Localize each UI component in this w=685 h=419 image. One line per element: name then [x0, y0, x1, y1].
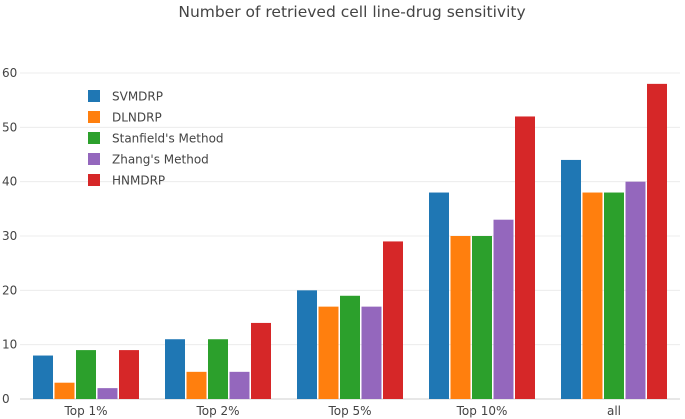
bar	[604, 192, 624, 399]
bar	[33, 355, 53, 399]
y-tick-label: 50	[2, 120, 17, 134]
bar	[297, 290, 317, 399]
y-tick-label: 60	[2, 66, 17, 80]
bar	[186, 371, 207, 399]
bar	[383, 241, 403, 399]
bar	[251, 322, 271, 399]
bar	[318, 306, 339, 399]
legend-swatch	[88, 111, 100, 123]
bar	[647, 83, 667, 399]
bar	[472, 236, 492, 399]
legend-swatch	[88, 90, 100, 102]
y-tick-label: 20	[2, 283, 17, 297]
bar	[561, 159, 581, 399]
bar	[97, 388, 118, 399]
bar	[229, 371, 250, 399]
legend-label: Stanfield's Method	[112, 132, 224, 146]
chart-title: Number of retrieved cell line-drug sensi…	[178, 3, 525, 21]
y-tick-label: 0	[2, 392, 10, 406]
legend-swatch	[88, 132, 100, 144]
bar	[493, 219, 514, 399]
bar	[515, 116, 535, 399]
x-axis: Top 1% Top 2% Top 5% Top 10% all	[63, 404, 621, 418]
y-tick-label: 40	[2, 175, 17, 189]
bar	[429, 192, 449, 399]
bar	[76, 350, 96, 399]
y-tick-label: 10	[2, 338, 17, 352]
bar	[165, 339, 185, 399]
bar	[54, 382, 75, 399]
bar	[208, 339, 228, 399]
legend-label: SVMDRP	[112, 90, 163, 104]
bar	[582, 192, 603, 399]
bar	[119, 350, 139, 399]
legend-label: HNMDRP	[112, 174, 165, 188]
y-tick-label: 30	[2, 229, 17, 243]
x-tick-label: Top 10%	[456, 404, 508, 418]
bars	[33, 83, 667, 399]
bar	[361, 306, 382, 399]
bar	[340, 295, 360, 399]
legend-label: Zhang's Method	[112, 153, 209, 167]
bar	[625, 181, 646, 399]
grid-lines	[20, 72, 680, 400]
legend-swatch	[88, 153, 100, 165]
legend-swatch	[88, 174, 100, 186]
x-tick-label: all	[607, 404, 621, 418]
x-tick-label: Top 5%	[327, 404, 371, 418]
legend-label: DLNDRP	[112, 111, 162, 125]
x-tick-label: Top 2%	[195, 404, 239, 418]
bar	[450, 236, 471, 399]
legend: SVMDRP DLNDRP Stanfield's Method Zhang's Me…	[88, 90, 224, 188]
y-axis: 0 10 20 30 40 50 60	[2, 66, 17, 406]
x-tick-label: Top 1%	[63, 404, 107, 418]
